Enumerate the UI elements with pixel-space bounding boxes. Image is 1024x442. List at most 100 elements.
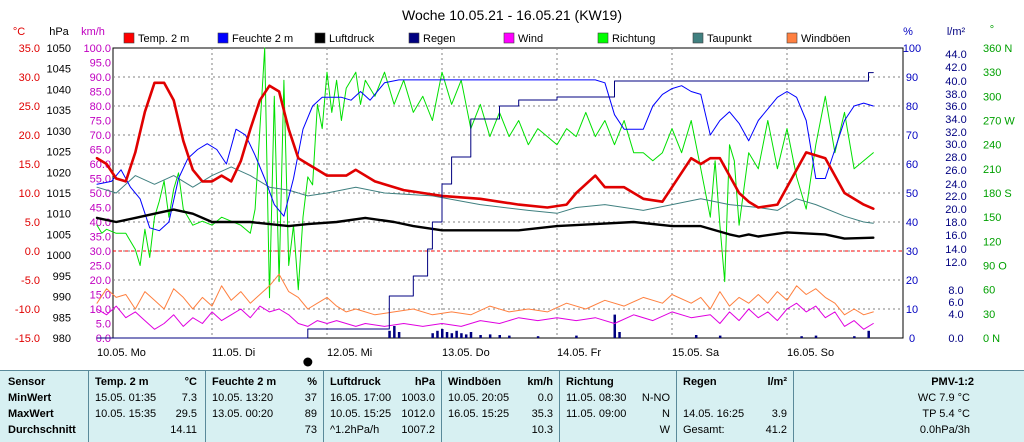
- axis-tick-wind: 85.0: [90, 87, 111, 99]
- stats-gust-max-time: 16.05. 15:25: [448, 408, 510, 420]
- axis-tick-wind: 45.0: [90, 203, 111, 215]
- axis-tick-rain: 24.0: [945, 179, 966, 191]
- axis-tick-wind: 100.0: [83, 43, 111, 55]
- axis-tick-pressure: 980: [53, 333, 71, 345]
- rain-bar: [488, 334, 492, 338]
- axis-tick-humidity: 50: [906, 188, 918, 200]
- stats-header-humidity-unit: %: [307, 376, 317, 388]
- stats-col-temp: Temp. 2 m °C 15.05. 01:35 7.3 10.05. 15:3…: [88, 371, 205, 442]
- stats-header-temp: Temp. 2 m: [95, 376, 149, 388]
- rain-bar: [388, 330, 391, 338]
- stats-col-direction: Richtung 11.05. 08:30 N-NO 11.05. 09:00 N …: [559, 371, 676, 442]
- chart-axes: °C hPa km/h% l/m² ° 35.0 30.0 25.0 20.0 15.0 10.0 5…: [13, 24, 1016, 345]
- axis-tick-rain: 38.0: [945, 89, 966, 101]
- weather-chart: Woche 10.05.21 - 16.05.21 (KW19) Temp. 2…: [0, 0, 1024, 370]
- axis-tick-rain: 20.0: [945, 204, 966, 216]
- axis-tick-wind: 35.0: [90, 232, 111, 244]
- axis-tick-temp: 10.0: [19, 188, 40, 200]
- axis-tick-wind: 5.0: [96, 319, 111, 331]
- axis-tick-rain: 34.0: [945, 114, 966, 126]
- legend-swatch: [123, 32, 135, 44]
- series-line-direction: [96, 47, 874, 299]
- axis-tick-direction: 270 W: [983, 116, 1015, 128]
- stats-col-pressure: Luftdruck hPa 16.05. 17:00 1003.0 10.05. …: [323, 371, 441, 442]
- axis-tick-pressure: 1015: [47, 188, 71, 200]
- chart-series: [95, 47, 875, 339]
- rain-bar: [450, 333, 454, 338]
- axis-tick-rain: 16.0: [945, 230, 966, 242]
- stats-gust-min-time: 10.05. 20:05: [448, 392, 510, 404]
- axis-tick-rain: 40.0: [945, 76, 966, 88]
- stats-gust-avg-value: 10.3: [531, 424, 553, 436]
- stats-pmv-wc: WC 7.9 °C: [917, 392, 970, 404]
- axis-tick-pressure: 1045: [47, 64, 71, 76]
- stats-hum-min-time: 10.05. 13:20: [212, 392, 274, 404]
- axis-tick-humidity: 60: [906, 159, 918, 171]
- stats-table: Sensor MinWert MaxWert Durchschnitt Temp…: [0, 370, 1024, 442]
- axis-tick-humidity: 70: [906, 130, 918, 142]
- stats-temp-min-time: 15.05. 01:35: [95, 392, 157, 404]
- series-line-dew: [96, 166, 874, 224]
- rain-bar: [436, 330, 439, 338]
- axis-tick-temp: 30.0: [19, 72, 40, 84]
- axis-tick-rain: 42.0: [945, 62, 966, 74]
- stats-press-max-time: 10.05. 15:25: [330, 408, 392, 420]
- axis-tick-humidity: 90: [906, 72, 918, 84]
- stats-hum-max-time: 13.05. 00:20: [212, 408, 274, 420]
- legend-swatch: [217, 32, 229, 44]
- axis-tick-wind: 70.0: [90, 130, 111, 142]
- axis-tick-rain: 30.0: [945, 139, 966, 151]
- legend-label: Richtung: [612, 33, 655, 45]
- rain-bar: [393, 326, 396, 338]
- x-tick-label: 13.05. Do: [442, 347, 490, 359]
- axis-tick-pressure: 1020: [47, 167, 71, 179]
- legend-swatch: [786, 32, 798, 44]
- x-tick-label: 11.05. Di: [212, 347, 255, 359]
- axis-unit-humidity: %: [903, 26, 913, 38]
- axis-tick-wind: 30.0: [90, 246, 111, 258]
- axis-unit-wind: km/h: [81, 26, 105, 38]
- axis-tick-humidity: 20: [906, 275, 918, 287]
- axis-tick-wind: 65.0: [90, 145, 111, 157]
- axis-tick-rain: 44.0: [945, 49, 966, 61]
- stats-rain-max-time: 14.05. 16:25: [683, 408, 745, 420]
- axis-tick-wind: 50.0: [90, 188, 111, 200]
- axis-tick-direction: 90 O: [983, 261, 1007, 273]
- legend-swatch: [597, 32, 609, 44]
- chart-background: [0, 0, 1024, 370]
- stats-header-pressure: Luftdruck: [330, 376, 381, 388]
- legend-label: Regen: [423, 33, 455, 45]
- axis-tick-pressure: 1035: [47, 105, 71, 117]
- axis-tick-rain: 22.0: [945, 191, 966, 203]
- axis-tick-temp: -5.0: [21, 275, 40, 287]
- stats-press-min-time: 16.05. 17:00: [330, 392, 392, 404]
- axis-tick-wind: 95.0: [90, 58, 111, 70]
- axis-unit-rain: l/m²: [947, 26, 966, 38]
- stats-label-avg: Durchschnitt: [8, 424, 76, 436]
- axis-tick-pressure: 1010: [47, 209, 71, 221]
- stats-col-gusts: Windböen km/h 10.05. 20:05 0.0 16.05. 15:…: [441, 371, 559, 442]
- stats-header-rain: Regen: [683, 376, 717, 388]
- series-line-rain-cumulative: [96, 72, 874, 339]
- rain-bar: [867, 330, 870, 338]
- axis-tick-rain: 36.0: [945, 101, 966, 113]
- axis-tick-pressure: 1030: [47, 126, 71, 138]
- axis-tick-wind: 90.0: [90, 72, 111, 84]
- legend-swatch: [408, 32, 420, 44]
- rain-bar: [445, 332, 449, 338]
- axis-tick-temp: 15.0: [19, 159, 40, 171]
- stats-temp-max-value: 29.5: [175, 408, 197, 420]
- axis-tick-pressure: 1040: [47, 84, 71, 96]
- series-line-wind: [96, 302, 874, 330]
- axis-tick-direction: 0 N: [983, 333, 1000, 345]
- axis-tick-humidity: 80: [906, 101, 918, 113]
- stats-press-min-value: 1003.0: [401, 392, 435, 404]
- axis-tick-pressure: 1050: [47, 43, 71, 55]
- rain-bar: [498, 335, 501, 338]
- rain-bar: [694, 335, 698, 338]
- stats-press-avg-time: ^1.2hPa/h: [330, 424, 380, 436]
- series-line-pressure: [95, 208, 875, 240]
- stats-rain-max-value: 3.9: [771, 408, 787, 420]
- axis-tick-wind: 20.0: [90, 275, 111, 287]
- axis-tick-temp: -10.0: [15, 304, 40, 316]
